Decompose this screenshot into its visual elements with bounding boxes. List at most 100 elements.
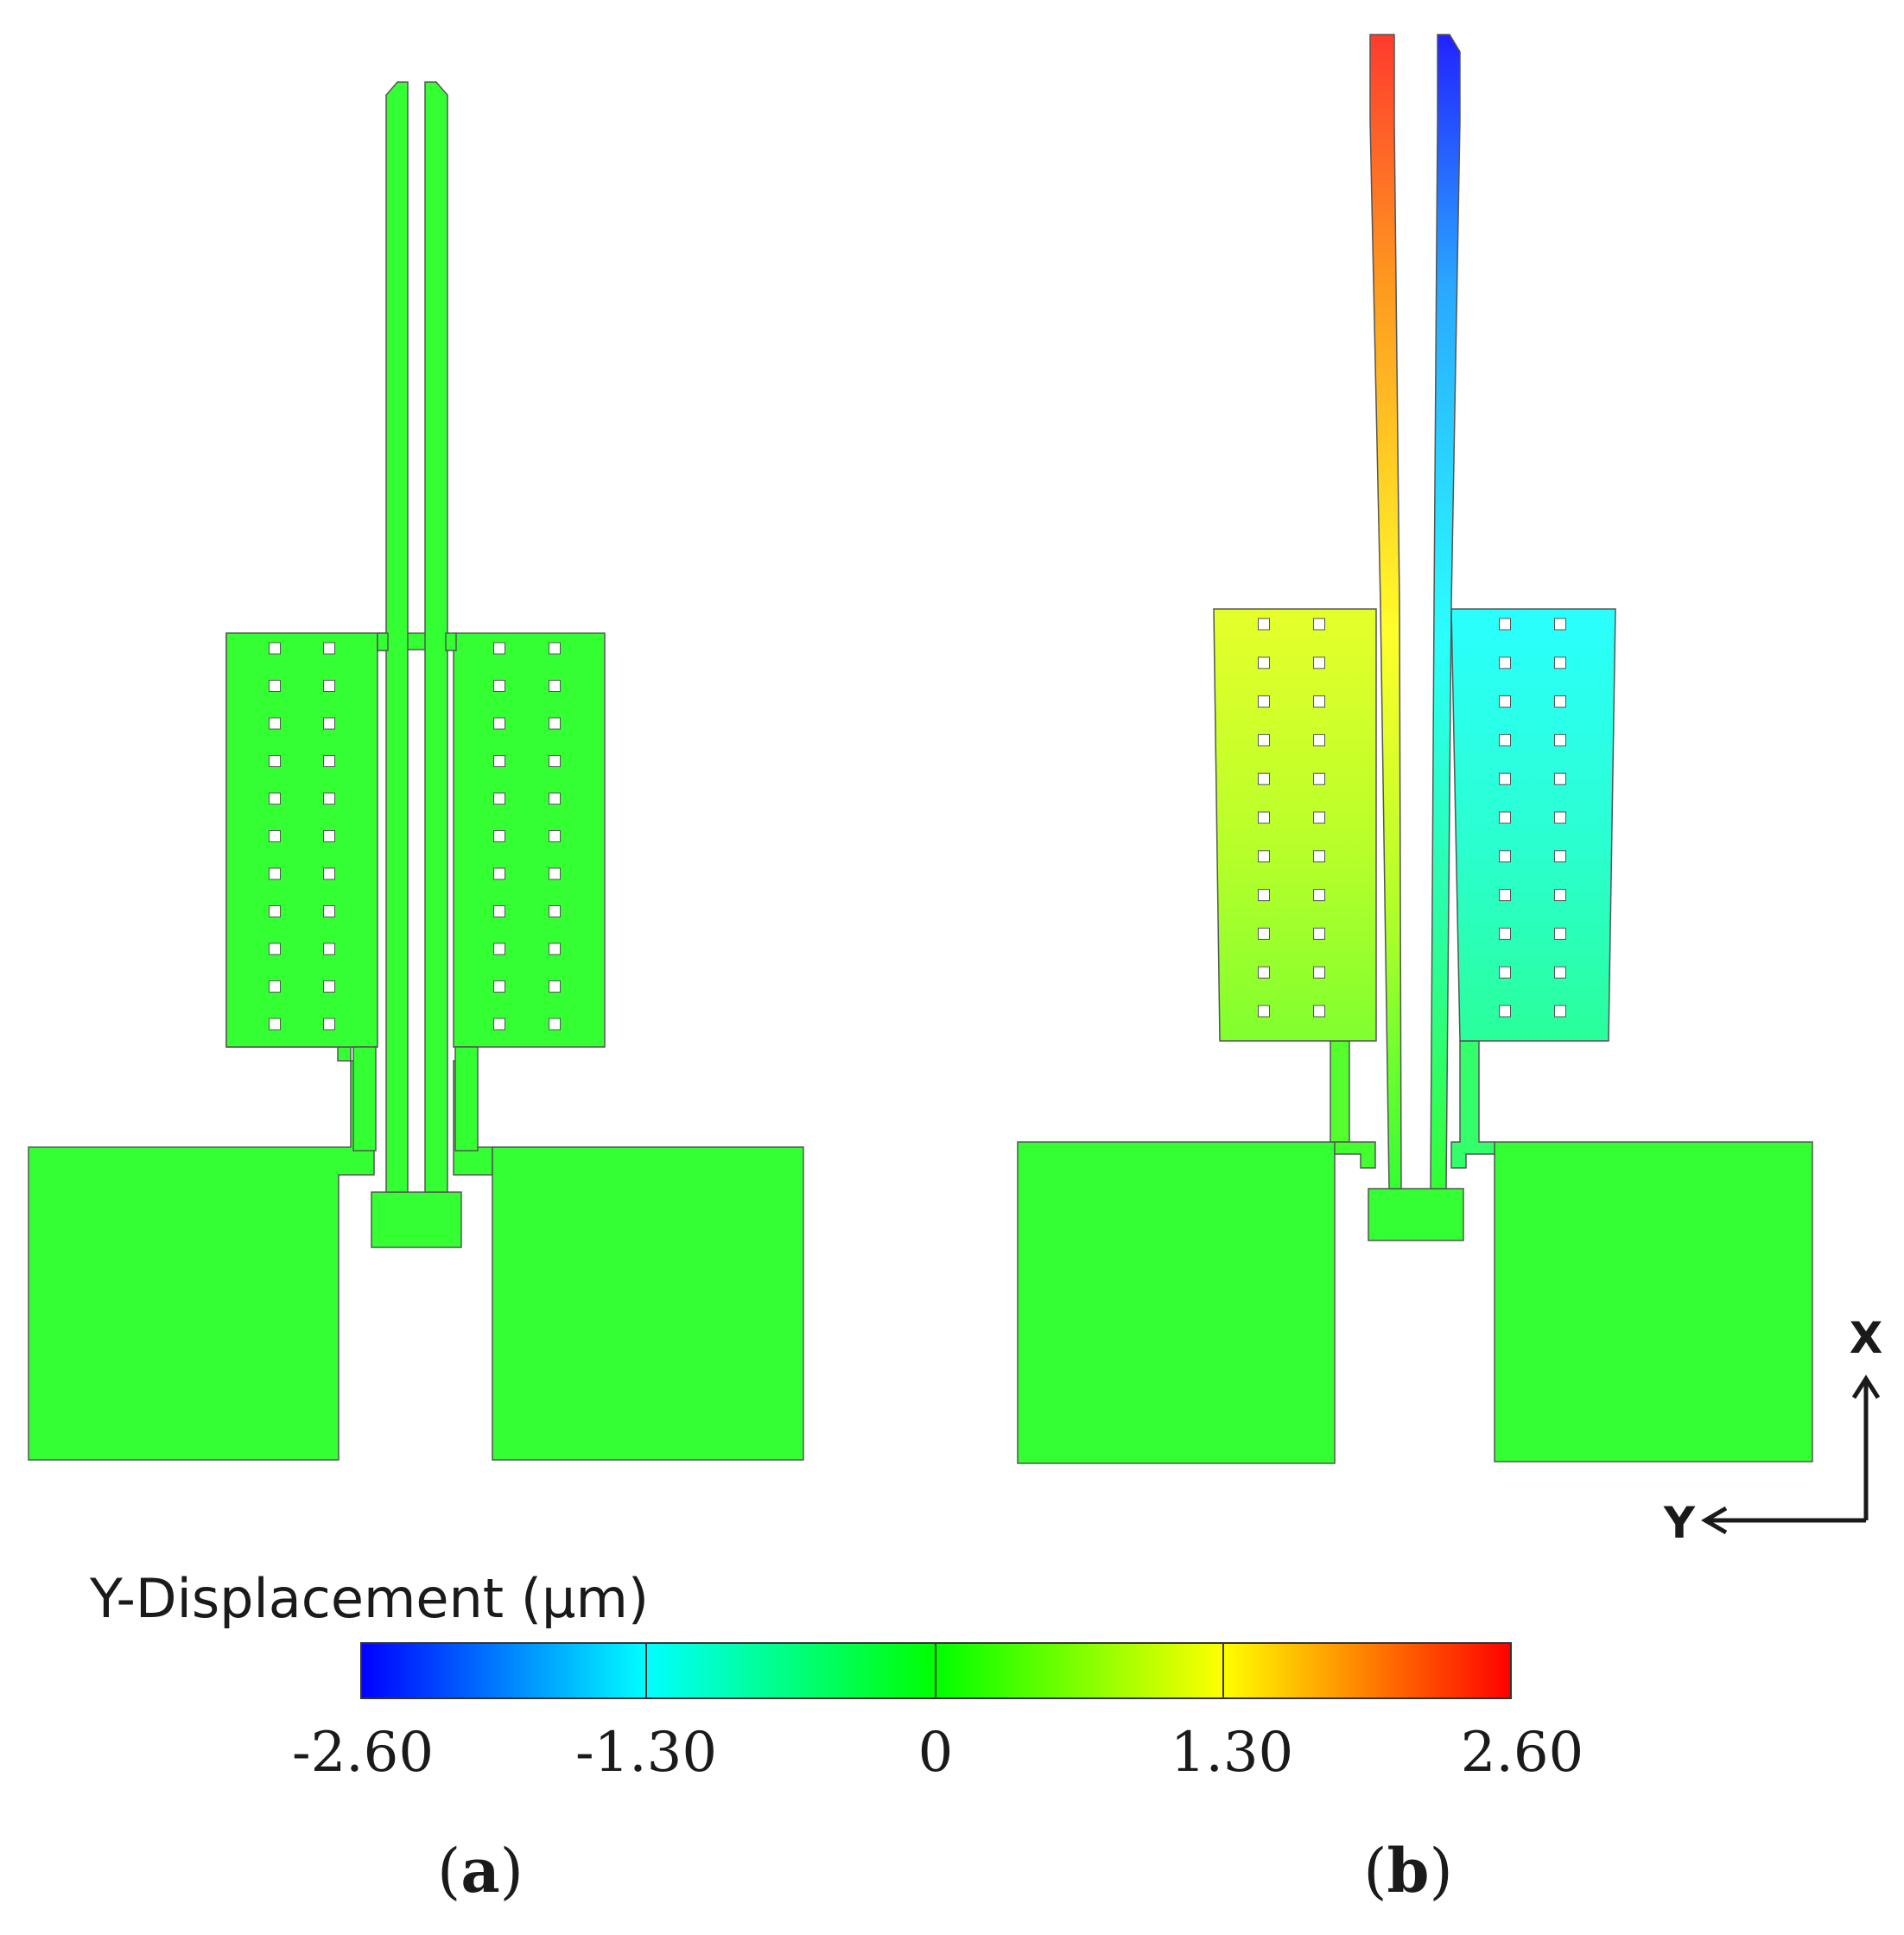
colorbar-tick-2: -1.30 [575, 1721, 717, 1785]
y-arrowhead-icon [1701, 1506, 1728, 1535]
etch-hole [323, 980, 335, 993]
etch-hole [1499, 1005, 1511, 1018]
etch-hole [269, 717, 281, 730]
etch-hole [1499, 733, 1511, 746]
y-axis-label: Y [1663, 1498, 1696, 1548]
colorbar-tick-4: 1.30 [1171, 1721, 1294, 1785]
etch-hole [549, 1018, 561, 1031]
etch-hole [493, 717, 505, 730]
etch-hole [1313, 889, 1325, 902]
etch-hole [1258, 695, 1270, 708]
etch-hole [549, 792, 561, 805]
etch-hole [1554, 850, 1566, 863]
etch-hole [1313, 618, 1325, 631]
etch-hole [1554, 657, 1566, 669]
left-tine-deformed [1369, 34, 1402, 1190]
right-lower-arm-deformed [1450, 1040, 1495, 1169]
left-lower-arm-hook [1334, 1141, 1376, 1169]
etch-hole [493, 867, 505, 880]
etch-hole [1499, 772, 1511, 785]
etch-hole [1499, 927, 1511, 940]
etch-hole [1554, 927, 1566, 940]
etch-hole [323, 717, 335, 730]
etch-hole [549, 642, 561, 655]
etch-hole [1313, 772, 1325, 785]
etch-hole [1554, 1005, 1566, 1018]
etch-hole [1258, 889, 1270, 902]
right-anchor-pad-deformed [1494, 1141, 1813, 1462]
x-arrowhead-icon [1851, 1374, 1881, 1399]
etch-hole [323, 792, 335, 805]
etch-hole [549, 942, 561, 955]
right-comb-plate-deformed [1450, 608, 1616, 1042]
left-anchor-pad [28, 1036, 375, 1461]
colorbar-title: Y-Displacement (µm) [89, 1567, 649, 1630]
left-comb-plate [225, 632, 378, 1048]
colorbar-segment-1 [361, 1643, 646, 1698]
axis-indicator: X Y [1663, 1313, 1882, 1548]
etch-hole [1313, 695, 1325, 708]
left-tine [385, 81, 409, 1193]
etch-hole [549, 717, 561, 730]
etch-hole [549, 755, 561, 767]
etch-hole [1258, 811, 1270, 824]
etch-hole [323, 942, 335, 955]
colorbar-segment-3 [936, 1643, 1223, 1698]
etch-hole [269, 755, 281, 767]
etch-hole [493, 1018, 505, 1031]
etch-hole [1499, 657, 1511, 669]
etch-hole [1313, 1005, 1325, 1018]
etch-hole [269, 942, 281, 955]
right-tine-deformed [1430, 34, 1461, 1190]
colorbar-tick-3: 0 [918, 1721, 954, 1785]
etch-hole [1313, 966, 1325, 979]
etch-hole [323, 905, 335, 917]
etch-hole [1258, 1005, 1270, 1018]
etch-hole [323, 642, 335, 655]
etch-hole [493, 680, 505, 692]
right-tine [424, 81, 448, 1193]
etch-hole [1258, 927, 1270, 940]
colorbar-tick-5: 2.60 [1461, 1721, 1584, 1785]
etch-hole [323, 830, 335, 842]
center-anchor-block [371, 1191, 462, 1248]
etch-hole [549, 867, 561, 880]
etch-hole [1499, 889, 1511, 902]
etch-hole [269, 905, 281, 917]
etch-hole [493, 792, 505, 805]
right-tine-link [445, 632, 457, 651]
etch-hole [1313, 927, 1325, 940]
etch-hole [493, 755, 505, 767]
left-anchor-pad-deformed [1017, 1141, 1336, 1464]
etch-hole [1554, 966, 1566, 979]
colorbar-segment-4 [1223, 1643, 1511, 1698]
etch-hole [1554, 618, 1566, 631]
etch-hole [1554, 772, 1566, 785]
panel-label-a: (a) [437, 1835, 524, 1906]
x-axis-label: X [1850, 1313, 1883, 1363]
panel-a-structure [28, 81, 804, 1461]
right-comb-plate [453, 632, 606, 1048]
etch-hole [323, 1018, 335, 1031]
etch-hole [1499, 850, 1511, 863]
right-lower-arm [454, 1046, 479, 1151]
etch-hole [549, 980, 561, 993]
etch-hole [1258, 850, 1270, 863]
etch-hole [1554, 889, 1566, 902]
etch-hole [493, 980, 505, 993]
etch-hole [1313, 733, 1325, 746]
panel-b-holes [1258, 618, 1566, 1018]
etch-hole [269, 867, 281, 880]
etch-hole [1313, 850, 1325, 863]
etch-hole [493, 642, 505, 655]
etch-hole [1313, 811, 1325, 824]
etch-hole [493, 905, 505, 917]
etch-hole [269, 680, 281, 692]
colorbar-tick-1: -2.60 [292, 1721, 434, 1785]
etch-hole [1258, 618, 1270, 631]
panel-a-holes [269, 642, 561, 1031]
etch-hole [1258, 966, 1270, 979]
left-tine-link [377, 632, 389, 651]
etch-hole [1499, 966, 1511, 979]
etch-hole [1554, 811, 1566, 824]
